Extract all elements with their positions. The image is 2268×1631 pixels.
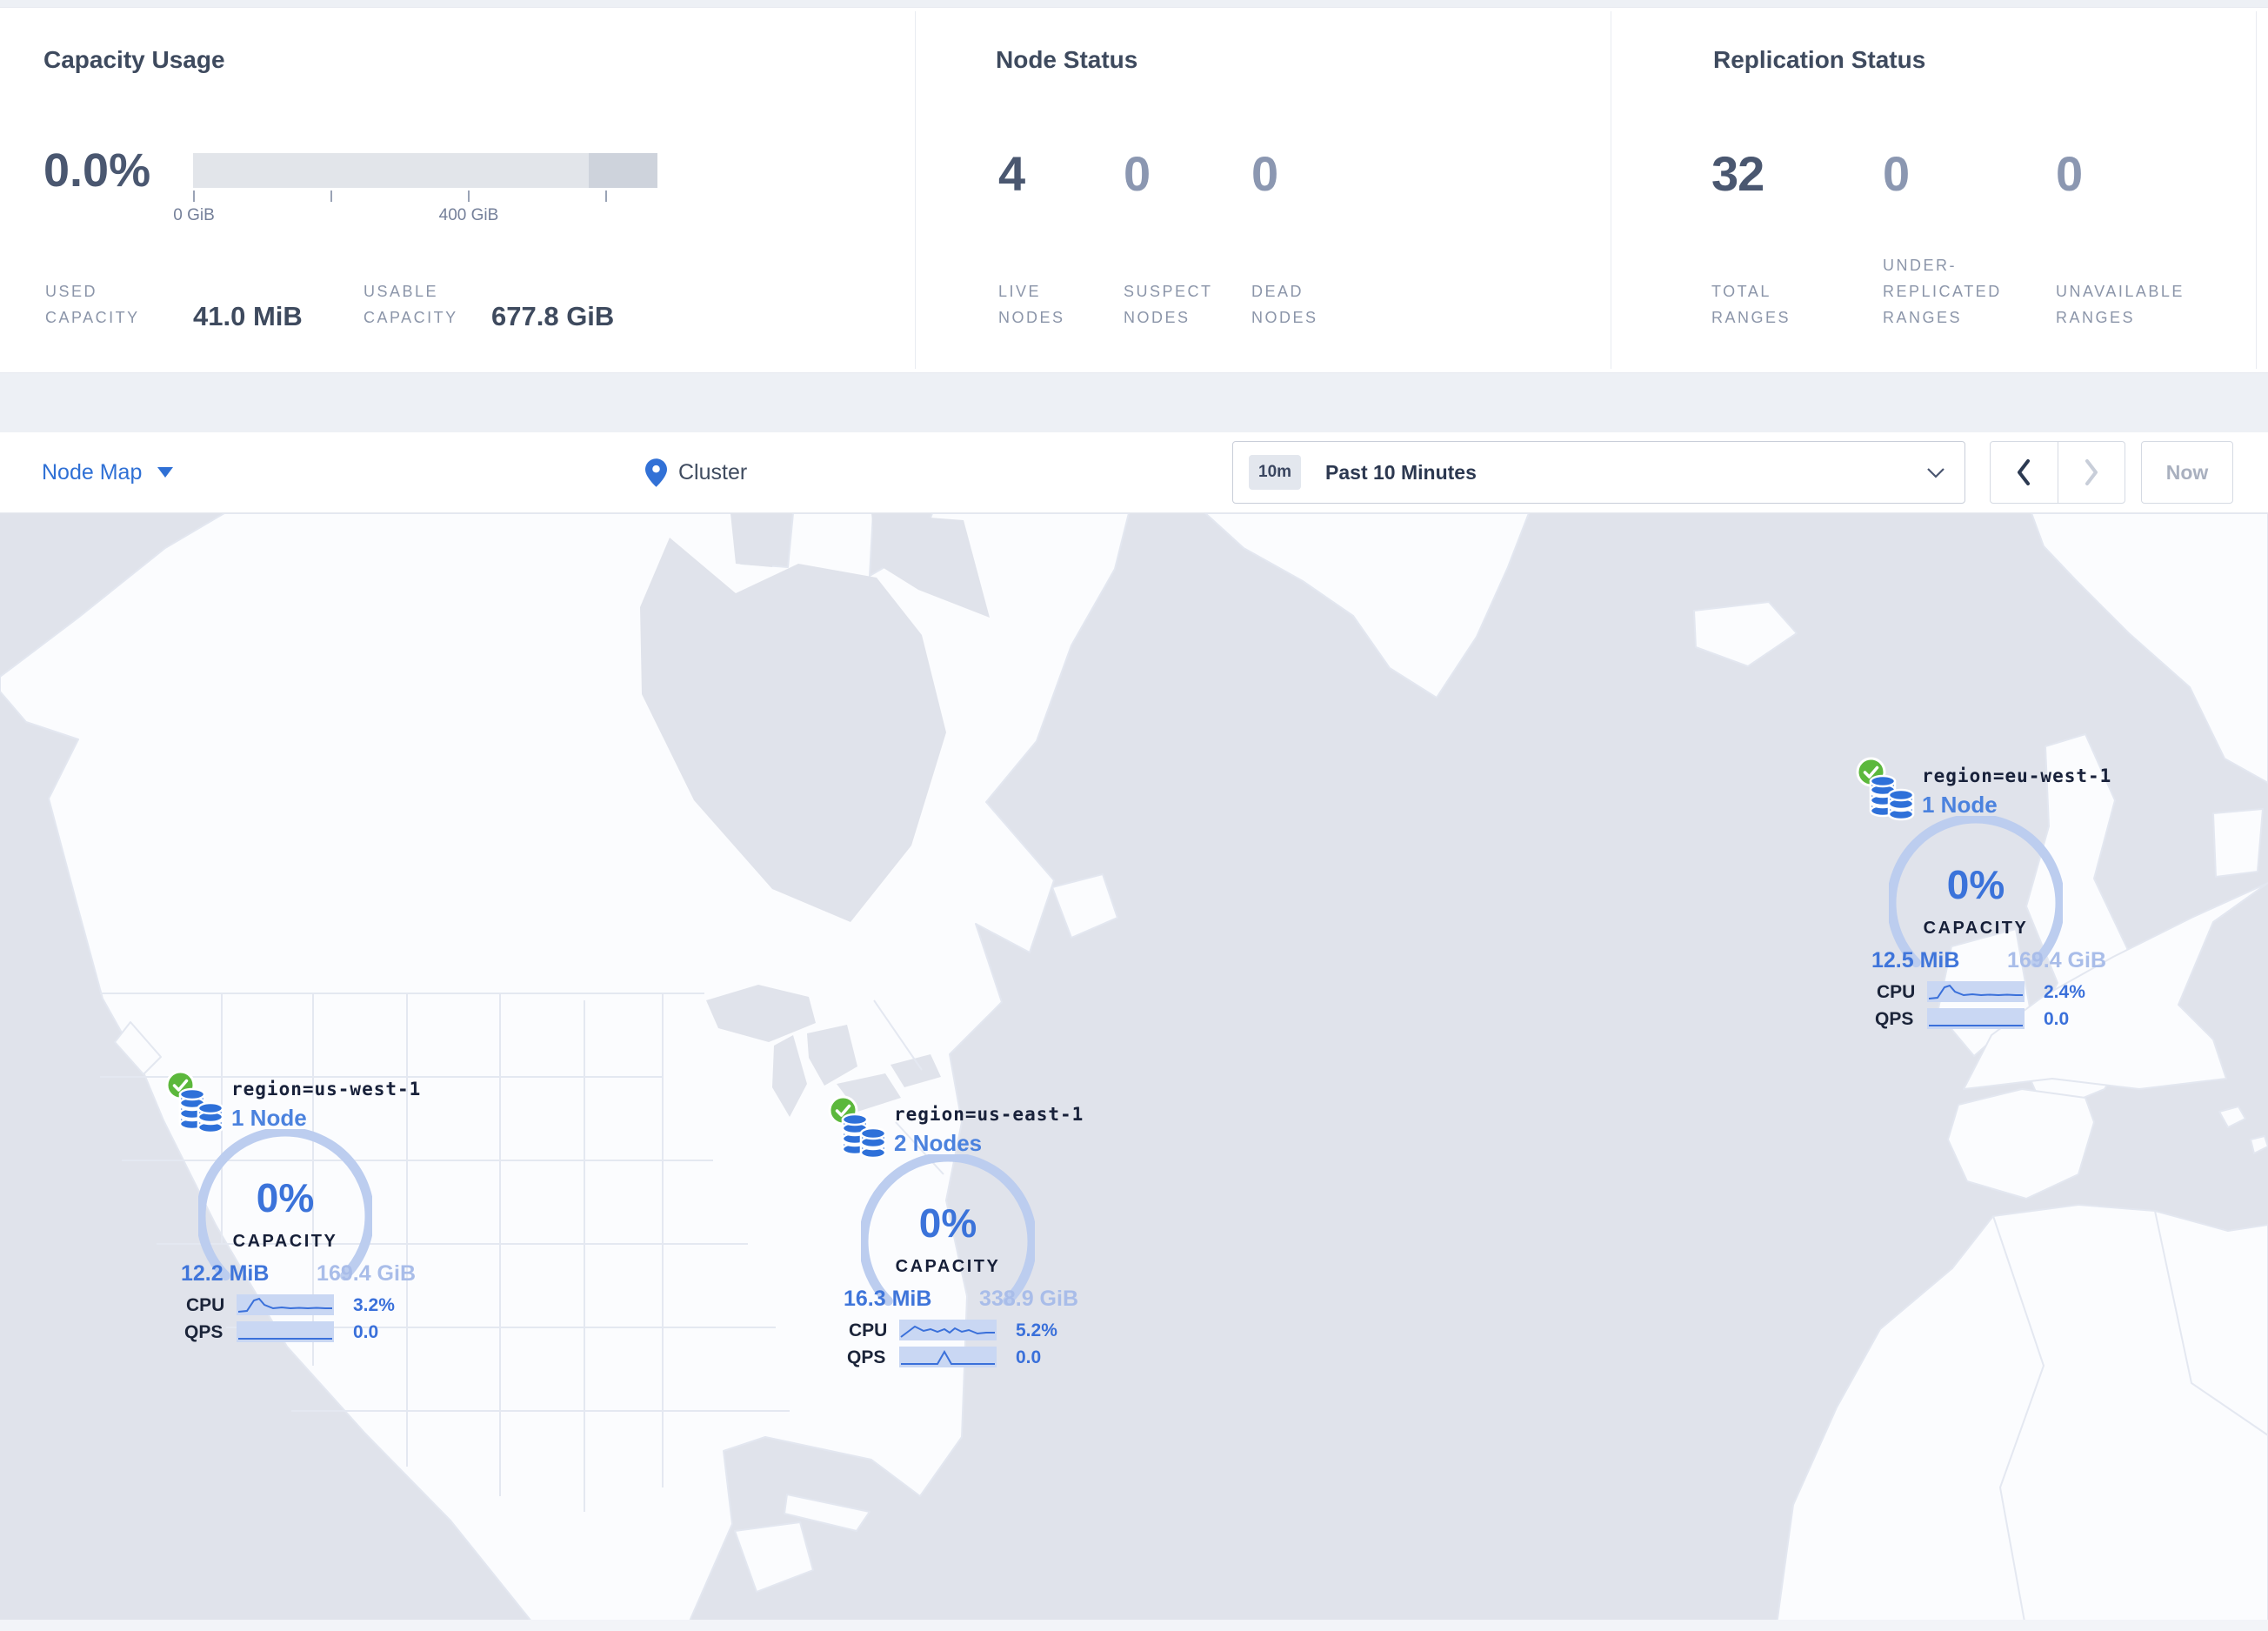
qps-value: 0.0 bbox=[1016, 1347, 1042, 1367]
used-capacity-value: 41.0 MiB bbox=[193, 301, 303, 331]
next-time-button[interactable] bbox=[2057, 442, 2125, 503]
capacity-arc-gauge bbox=[861, 1154, 1035, 1307]
unavailable-label: UNAVAILABLE RANGES bbox=[2056, 283, 2185, 326]
suspect-nodes-label: SUSPECT NODES bbox=[1124, 283, 1213, 326]
axis-tick bbox=[468, 191, 470, 202]
axis-tick bbox=[605, 191, 607, 202]
region-capacity-percent: 0% bbox=[1946, 862, 2005, 907]
capacity-bar bbox=[193, 153, 657, 188]
qps-value: 0.0 bbox=[353, 1322, 379, 1342]
node-map: region=us-west-1 1 Node 0% CAPACITY 12.2… bbox=[0, 513, 2268, 1631]
capacity-usage-title: Capacity Usage bbox=[43, 46, 225, 73]
region-used-value: 12.2 MiB bbox=[181, 1261, 270, 1286]
region-node-count: 1 Node bbox=[1922, 792, 1998, 818]
cpu-sparkline bbox=[237, 1294, 334, 1315]
now-button[interactable]: Now bbox=[2141, 441, 2233, 504]
cpu-value: 2.4% bbox=[2044, 982, 2085, 1002]
database-stack-icon bbox=[841, 1113, 887, 1160]
capacity-arc-gauge bbox=[198, 1129, 372, 1281]
qps-sparkline bbox=[899, 1347, 997, 1367]
replication-status-title: Replication Status bbox=[1713, 46, 1926, 73]
region-capacity-percent: 0% bbox=[256, 1175, 315, 1220]
region-name: region=us-west-1 bbox=[231, 1079, 422, 1100]
cpu-label: CPU bbox=[186, 1295, 225, 1315]
cpu-label: CPU bbox=[1877, 982, 1916, 1002]
under-replicated-count: 0 bbox=[1883, 146, 1910, 201]
qps-label: QPS bbox=[1875, 1009, 1914, 1029]
locality-marker-us-east-1[interactable]: region=us-east-1 2 Nodes 0% CAPACITY 16.… bbox=[824, 1092, 1120, 1387]
used-capacity-label: USED CAPACITY bbox=[45, 283, 140, 326]
region-usable-value: 169.4 GiB bbox=[317, 1261, 416, 1286]
database-stack-icon bbox=[1869, 774, 1915, 821]
region-used-value: 12.5 MiB bbox=[1871, 948, 1960, 973]
cpu-value: 5.2% bbox=[1016, 1320, 1057, 1340]
region-node-count: 1 Node bbox=[231, 1105, 307, 1131]
cpu-sparkline bbox=[1927, 981, 2025, 1002]
axis-tick bbox=[330, 191, 332, 202]
capacity-percent: 0.0% bbox=[43, 144, 151, 197]
map-toolbar: Node Map Cluster 10m Past 10 Minutes Now bbox=[0, 432, 2268, 513]
cpu-label: CPU bbox=[849, 1320, 888, 1340]
qps-label: QPS bbox=[184, 1322, 223, 1342]
qps-sparkline bbox=[1927, 1008, 2025, 1029]
suspect-nodes-count: 0 bbox=[1124, 146, 1151, 201]
world-map-graphic bbox=[0, 513, 2268, 1631]
time-range-selector[interactable]: 10m Past 10 Minutes bbox=[1232, 441, 1965, 504]
axis-tick-label: 0 GiB bbox=[173, 206, 215, 224]
map-pin-icon bbox=[645, 458, 667, 487]
region-name: region=eu-west-1 bbox=[1922, 765, 2112, 786]
chevron-down-icon bbox=[157, 467, 174, 478]
breadcrumb-label: Cluster bbox=[678, 459, 748, 485]
database-stack-icon bbox=[178, 1087, 224, 1134]
time-range-label: Past 10 Minutes bbox=[1325, 460, 1477, 484]
region-capacity-label: CAPACITY bbox=[895, 1257, 1001, 1276]
panel-divider bbox=[2256, 11, 2257, 369]
locality-marker-us-west-1[interactable]: region=us-west-1 1 Node 0% CAPACITY 12.2… bbox=[162, 1066, 457, 1362]
breadcrumb[interactable]: Cluster bbox=[645, 432, 747, 512]
region-node-count: 2 Nodes bbox=[894, 1130, 983, 1156]
qps-value: 0.0 bbox=[2044, 1009, 2070, 1029]
time-step-buttons bbox=[1990, 441, 2125, 504]
view-selector-label: Node Map bbox=[42, 459, 143, 485]
region-capacity-label: CAPACITY bbox=[232, 1232, 338, 1251]
total-ranges-label: TOTAL RANGES bbox=[1711, 283, 1791, 326]
region-name: region=us-east-1 bbox=[894, 1104, 1084, 1125]
region-used-value: 16.3 MiB bbox=[844, 1287, 932, 1311]
cpu-sparkline bbox=[899, 1320, 997, 1340]
prev-time-button[interactable] bbox=[1991, 442, 2058, 503]
region-usable-value: 338.9 GiB bbox=[979, 1287, 1078, 1311]
capacity-bar-nonusable bbox=[589, 153, 657, 188]
usable-capacity-label: USABLE CAPACITY bbox=[364, 283, 458, 326]
panel-divider bbox=[915, 11, 916, 369]
dead-nodes-count: 0 bbox=[1251, 146, 1278, 201]
chevron-left-icon bbox=[2018, 459, 2031, 485]
live-nodes-count: 4 bbox=[998, 146, 1025, 201]
node-status-title: Node Status bbox=[996, 46, 1138, 73]
locality-marker-eu-west-1[interactable]: region=eu-west-1 1 Node 0% CAPACITY 12.5… bbox=[1852, 753, 2148, 1049]
view-selector-dropdown[interactable]: Node Map bbox=[42, 432, 174, 512]
axis-tick-label: 400 GiB bbox=[438, 206, 499, 224]
qps-label: QPS bbox=[847, 1347, 886, 1367]
region-capacity-percent: 0% bbox=[918, 1200, 977, 1246]
usable-capacity-value: 677.8 GiB bbox=[491, 301, 615, 331]
unavailable-count: 0 bbox=[2056, 146, 2083, 201]
total-ranges-count: 32 bbox=[1711, 146, 1764, 201]
cluster-summary-bar: Capacity Usage 0.0% 0 GiB 400 GiB USED C… bbox=[0, 7, 2268, 373]
chevron-down-icon bbox=[1927, 467, 1944, 478]
capacity-arc-gauge bbox=[1889, 816, 2063, 968]
dead-nodes-label: DEAD NODES bbox=[1251, 283, 1318, 326]
cpu-value: 3.2% bbox=[353, 1295, 395, 1315]
qps-sparkline bbox=[237, 1321, 334, 1342]
axis-tick bbox=[193, 191, 195, 202]
region-capacity-label: CAPACITY bbox=[1923, 919, 2029, 938]
time-range-badge: 10m bbox=[1249, 455, 1302, 490]
under-replicated-label: UNDER- REPLICATED RANGES bbox=[1883, 257, 2002, 326]
chevron-right-icon bbox=[2085, 459, 2098, 485]
live-nodes-label: LIVE NODES bbox=[998, 283, 1065, 326]
region-usable-value: 169.4 GiB bbox=[2007, 948, 2106, 973]
